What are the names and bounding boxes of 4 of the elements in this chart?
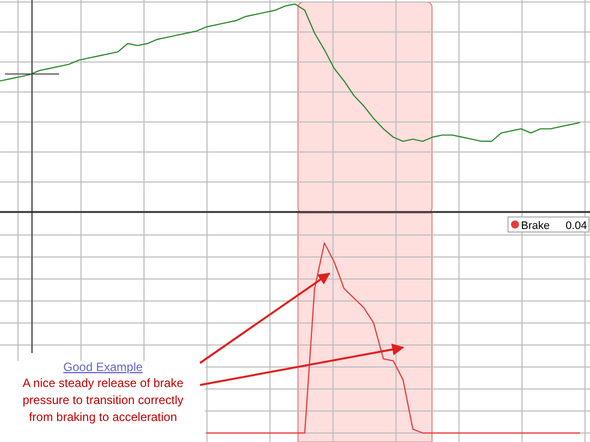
annotation: A nice steady release of brake pressure to transition correctly from braking to acceleration xyxy=(22,376,184,424)
annotation: Good Example xyxy=(63,360,144,374)
legend-label: Brake xyxy=(521,220,550,232)
text: 0.04 xyxy=(566,220,587,232)
